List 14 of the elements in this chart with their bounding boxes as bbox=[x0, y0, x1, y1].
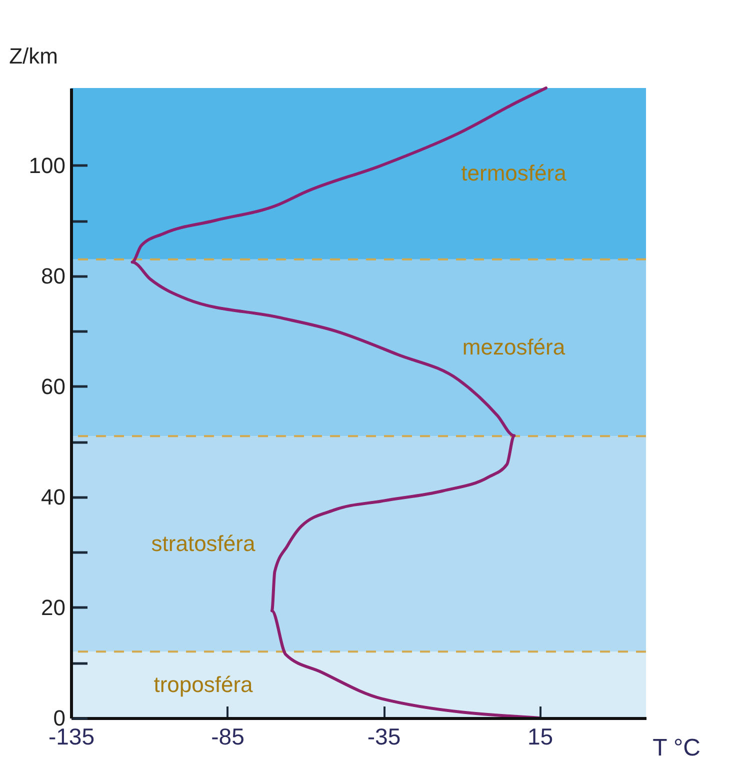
y-tick-label: 100 bbox=[28, 152, 66, 178]
x-tick-label: 15 bbox=[527, 724, 554, 750]
y-tick-label: 80 bbox=[41, 263, 66, 288]
band-label: termosféra bbox=[461, 160, 568, 186]
band-label: stratosféra bbox=[151, 530, 256, 556]
y-axis-title: Z/km bbox=[9, 44, 58, 68]
x-tick-label: -85 bbox=[211, 724, 244, 750]
x-tick-label: -35 bbox=[367, 724, 401, 750]
y-tick-label: 60 bbox=[41, 374, 66, 399]
x-axis-title: T °C bbox=[652, 734, 700, 762]
y-tick-label: 40 bbox=[41, 484, 66, 510]
band-label: mezosféra bbox=[462, 334, 566, 360]
band-label: troposféra bbox=[154, 672, 254, 697]
y-tick-label: 20 bbox=[41, 594, 66, 620]
